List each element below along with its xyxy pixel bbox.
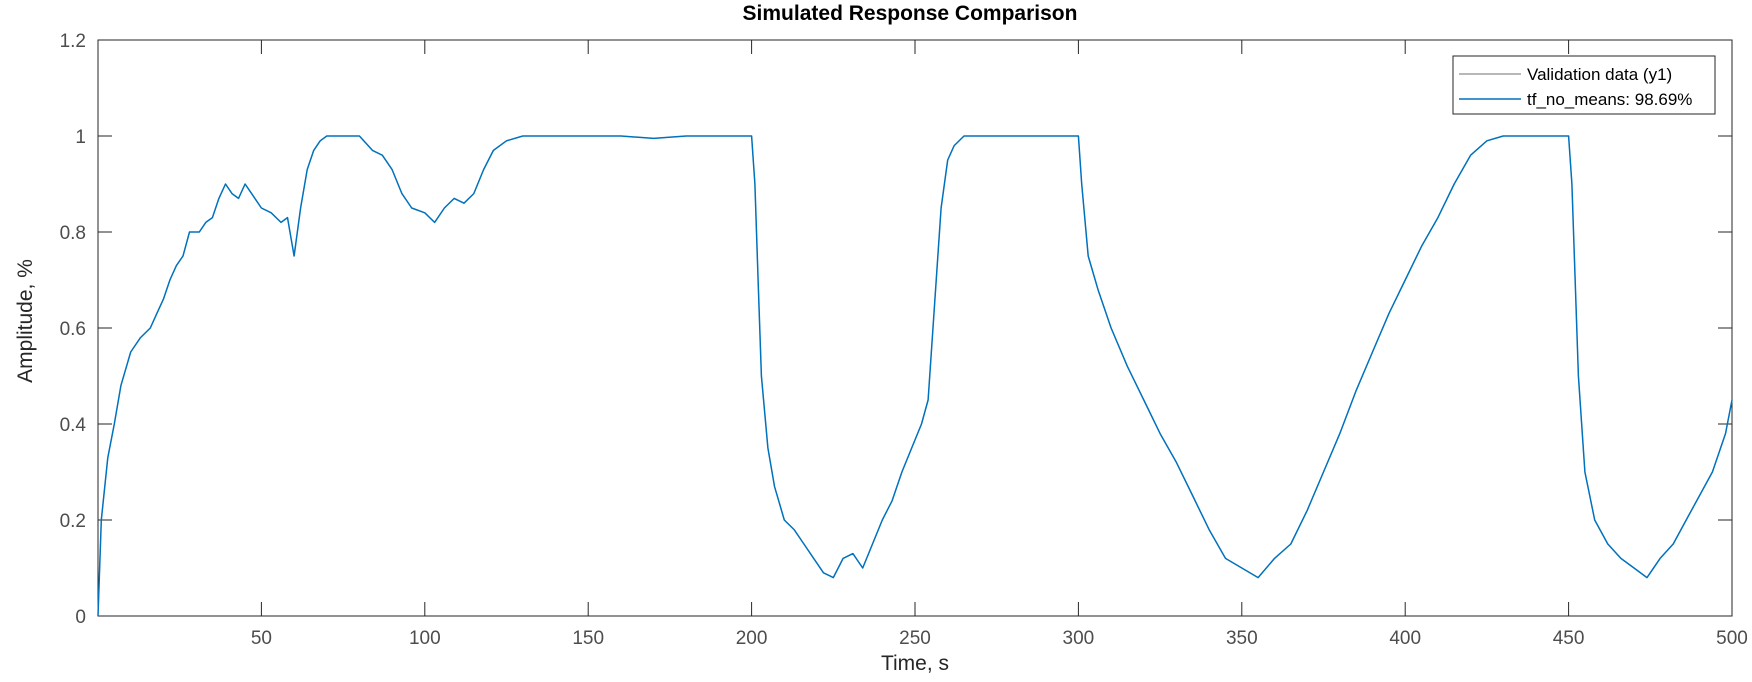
legend-box xyxy=(1452,55,1716,115)
y-tick-label: 0 xyxy=(75,607,86,628)
y-tick-label: 0.6 xyxy=(60,319,86,340)
x-tick-label: 500 xyxy=(1716,628,1748,649)
x-tick-label: 200 xyxy=(736,628,768,649)
legend: Validation data (y1) tf_no_means: 98.69% xyxy=(1452,55,1716,115)
legend-label-tf-no-means: tf_no_means: 98.69% xyxy=(1527,90,1692,109)
y-tick-label: 1.2 xyxy=(60,31,86,52)
chart-title: Simulated Response Comparison xyxy=(743,2,1078,25)
tick-labels: 50 100 150 200 250 300 350 400 450 500 0 0.2 0.4 0.6 0… xyxy=(60,31,1748,649)
y-tick-label: 0.4 xyxy=(60,415,87,436)
x-tick-label: 150 xyxy=(572,628,604,649)
plot-area xyxy=(97,39,1733,617)
y-tick-label: 0.8 xyxy=(60,223,86,244)
axis-ticks xyxy=(98,39,1733,617)
y-axis-label: Amplitude, % xyxy=(14,259,37,383)
legend-label-validation-data: Validation data (y1) xyxy=(1527,65,1672,84)
x-tick-label: 300 xyxy=(1063,628,1095,649)
x-axis-label: Time, s xyxy=(881,652,949,675)
data-lines xyxy=(97,135,1733,617)
x-tick-label: 400 xyxy=(1389,628,1421,649)
x-tick-label: 100 xyxy=(409,628,441,649)
x-tick-label: 450 xyxy=(1553,628,1585,649)
x-tick-label: 50 xyxy=(251,628,272,649)
y-tick-label: 1 xyxy=(75,127,86,148)
x-tick-label: 350 xyxy=(1226,628,1258,649)
x-tick-label: 250 xyxy=(899,628,931,649)
series-line-tf-no-means xyxy=(97,135,1733,617)
y-tick-label: 0.2 xyxy=(60,511,86,532)
